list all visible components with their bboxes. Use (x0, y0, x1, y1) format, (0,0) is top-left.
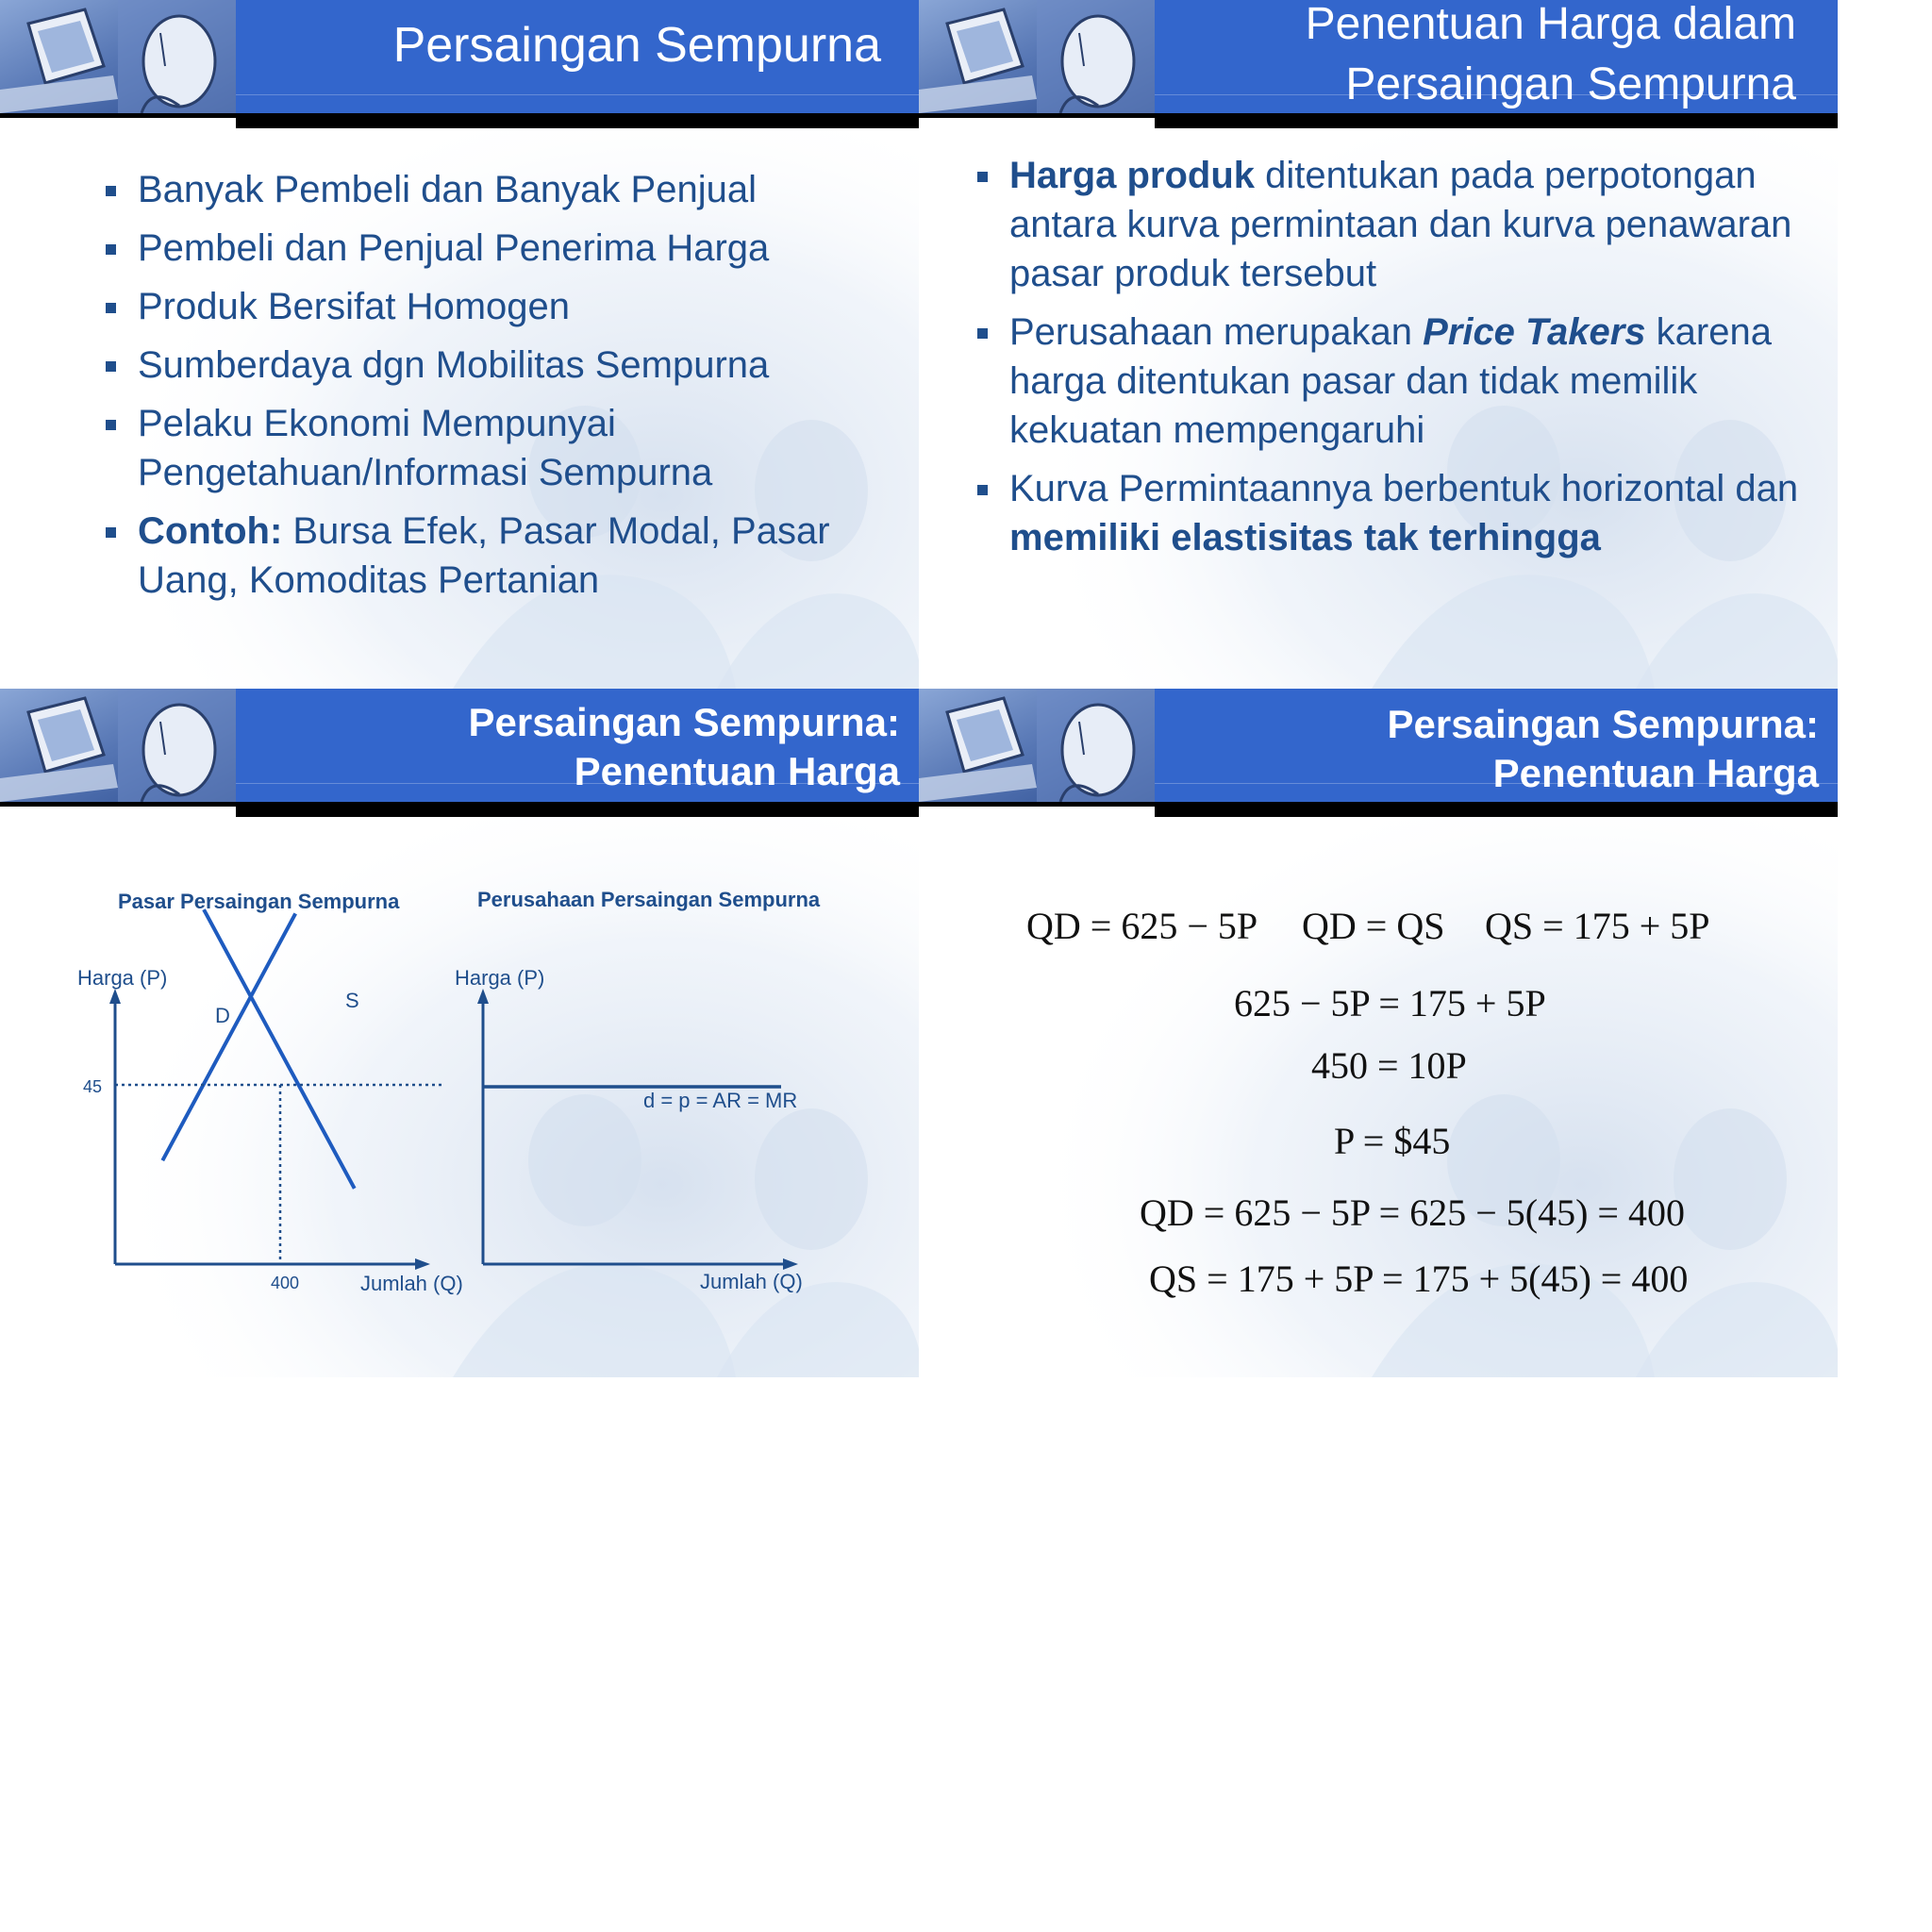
header-black-bar (1155, 113, 1838, 128)
firm-y-axis-arrow-icon (477, 989, 489, 1004)
market-x-axis-label: Jumlah (Q) (360, 1272, 463, 1295)
demand-curve-label: D (215, 1004, 230, 1027)
y-tick-label-45: 45 (83, 1077, 102, 1096)
bullet-square-icon (106, 361, 116, 372)
list-item: Pelaku Ekonomi Mempunyai Pengetahuan/Inf… (106, 399, 879, 497)
header-black-bar (236, 802, 919, 817)
market-x-axis-arrow-icon (415, 1258, 430, 1270)
bullet-list: Banyak Pembeli dan Banyak Penjual Pembel… (106, 165, 879, 614)
header-underline (0, 113, 236, 118)
firm-x-axis-arrow-icon (783, 1258, 798, 1270)
firm-x-axis-label: Jumlah (Q) (700, 1270, 803, 1293)
equation-supply: QS = 175 + 5P (1485, 905, 1710, 947)
list-item: Sumberdaya dgn Mobilitas Sempurna (106, 341, 879, 390)
market-y-axis-arrow-icon (109, 989, 121, 1004)
bullet-square-icon (977, 485, 988, 495)
bullet-list: Harga produk ditentukan pada perpotongan… (977, 151, 1807, 572)
equation-price-result: P = $45 (1334, 1120, 1451, 1162)
slide-1: Persaingan Sempurna Banyak Pembeli dan B… (0, 0, 919, 689)
bullet-square-icon (106, 186, 116, 196)
slide-title: Persaingan Sempurna (392, 18, 881, 73)
supply-curve-label: S (345, 989, 359, 1012)
list-item: Produk Bersifat Homogen (106, 282, 879, 331)
title-bar (236, 689, 919, 802)
slide-2: Penentuan Harga dalam Persaingan Sempurn… (919, 0, 1838, 689)
computer-mouse-photo (0, 689, 236, 802)
firm-chart-title: Perusahaan Persaingan Sempurna (477, 888, 821, 911)
equation-demand: QD = 625 − 5P (1026, 905, 1258, 947)
equation-step-2: 450 = 10P (1311, 1044, 1467, 1087)
slide-header: Persaingan Sempurna (0, 0, 919, 132)
bullet-bold-label: Contoh: (138, 510, 283, 552)
header-underline (919, 802, 1155, 807)
list-item: Perusahaan merupakan Price Takers karena… (977, 308, 1807, 455)
supply-curve-line (160, 912, 297, 1162)
title-bar (236, 0, 919, 113)
bullet-square-icon (106, 527, 116, 538)
market-y-axis-label: Harga (P) (77, 966, 167, 990)
title-bar (1155, 689, 1838, 802)
market-chart-title: Pasar Persaingan Sempurna (118, 890, 400, 913)
slide-title: Persaingan Sempurna: Penentuan Harga (468, 700, 900, 793)
firm-demand-label: d = p = AR = MR (643, 1089, 797, 1112)
title-bar (1155, 0, 1838, 113)
header-underline (0, 802, 236, 807)
header-black-bar (236, 113, 919, 128)
bullet-square-icon (106, 244, 116, 255)
list-item: Contoh: Bursa Efek, Pasar Modal, Pasar U… (106, 507, 879, 605)
list-item: Banyak Pembeli dan Banyak Penjual (106, 165, 879, 214)
equation-quantity-supplied: QS = 175 + 5P = 175 + 5(45) = 400 (1149, 1257, 1689, 1300)
equation-quantity-demanded: QD = 625 − 5P = 625 − 5(45) = 400 (1140, 1191, 1685, 1234)
header-black-bar (1155, 802, 1838, 817)
equation-equilibrium-condition: QD = QS (1302, 905, 1445, 947)
bullet-square-icon (977, 172, 988, 182)
demand-curve-line (202, 908, 357, 1190)
header-underline (919, 113, 1155, 118)
list-item: Kurva Permintaannya berbentuk horizontal… (977, 464, 1807, 562)
computer-mouse-photo (919, 689, 1155, 802)
bullet-square-icon (977, 328, 988, 339)
computer-mouse-photo (0, 0, 236, 113)
slide-title: Penentuan Harga dalam Persaingan Sempurn… (1305, 0, 1796, 109)
computer-mouse-photo (919, 0, 1155, 113)
equation-step-1: 625 − 5P = 175 + 5P (1234, 982, 1546, 1024)
slide-title: Persaingan Sempurna: Penentuan Harga (1387, 702, 1819, 795)
bullet-square-icon (106, 303, 116, 313)
slide-4: Persaingan Sempurna: Penentuan Harga QD … (919, 689, 1838, 1377)
slide-header: Persaingan Sempurna: Penentuan Harga (0, 689, 919, 821)
slide-header: Persaingan Sempurna: Penentuan Harga (919, 689, 1838, 821)
slide-3: Persaingan Sempurna: Penentuan Harga Pas… (0, 689, 919, 1377)
slide-header: Penentuan Harga dalam Persaingan Sempurn… (919, 0, 1838, 132)
list-item: Harga produk ditentukan pada perpotongan… (977, 151, 1807, 298)
firm-y-axis-label: Harga (P) (455, 966, 544, 990)
bullet-square-icon (106, 420, 116, 430)
x-tick-label-400: 400 (271, 1274, 299, 1292)
price-determination-charts: Harga (P) Jumlah (Q) D S 45 400 Harga (P… (77, 908, 803, 1295)
list-item: Pembeli dan Penjual Penerima Harga (106, 224, 879, 273)
